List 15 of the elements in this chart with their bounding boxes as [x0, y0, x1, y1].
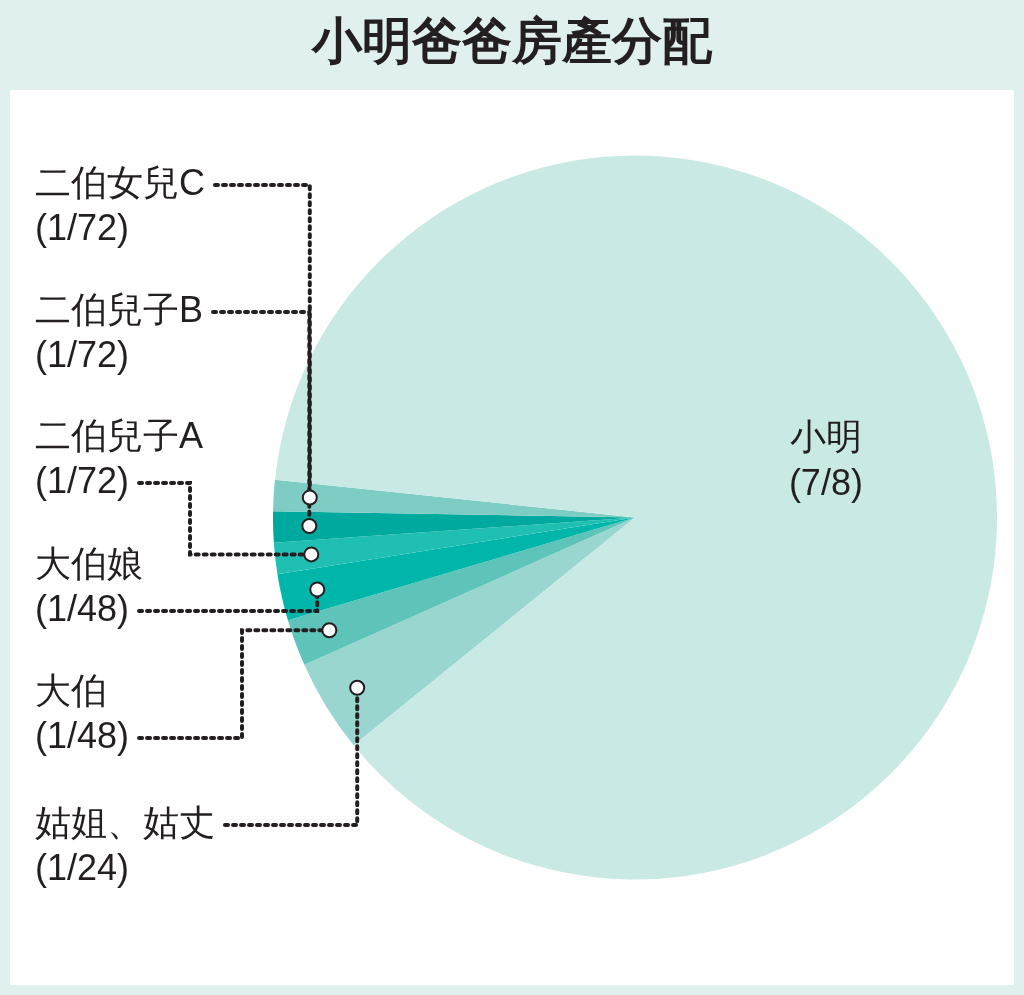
data-label: (1/48) — [35, 587, 130, 629]
data-label: (1/72) — [35, 333, 130, 375]
slice-label: 姑姐、姑丈 — [35, 801, 215, 843]
data-label: (1/72) — [35, 206, 130, 248]
slice-label: 二伯兒子A — [35, 414, 204, 456]
slice-label: 大伯娘 — [35, 542, 143, 584]
slice-label: 二伯女兒C — [35, 161, 205, 203]
slice-label: 小明 — [789, 415, 862, 457]
data-label: (1/24) — [35, 846, 130, 888]
data-label: (7/8) — [788, 461, 863, 503]
data-label: (1/72) — [35, 459, 130, 501]
chart-title: 小明爸爸房產分配 — [310, 12, 713, 71]
data-label: (1/48) — [35, 714, 130, 756]
slice-label: 二伯兒子B — [35, 288, 204, 330]
slice-label: 大伯 — [35, 669, 107, 711]
